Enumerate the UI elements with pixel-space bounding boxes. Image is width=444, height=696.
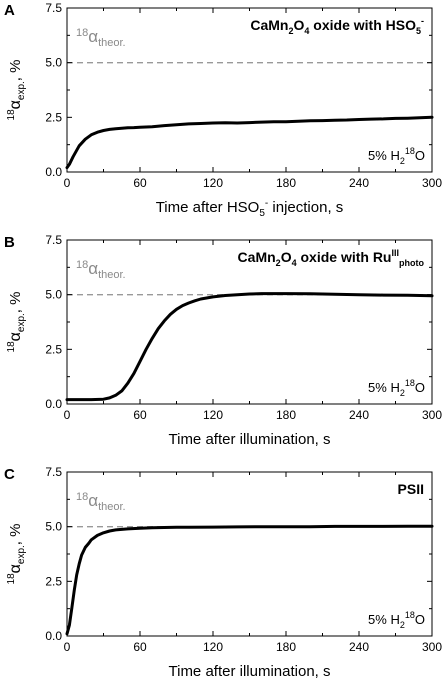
y-tick-label: 0.0 — [45, 165, 62, 179]
y-axis-title: 18αexp., % — [6, 60, 27, 121]
x-tick-label: 0 — [64, 176, 71, 190]
y-axis-title: 18αexp., % — [6, 292, 27, 353]
reference-label: 18αtheor. — [76, 491, 126, 513]
x-tick-label: 300 — [422, 408, 442, 422]
series-line — [65, 524, 434, 636]
annotation-label: 5% H218O — [368, 610, 425, 630]
x-tick-label: 180 — [276, 176, 296, 190]
panel-c: 0 60 120 180 240 300 0.0 2.5 5.0 7.5 C PSII 18αtheor… — [4, 465, 442, 680]
panel-letter: C — [4, 466, 15, 483]
x-tick-label: 0 — [64, 640, 71, 654]
x-tick-label: 120 — [203, 408, 223, 422]
x-axis-title: Time after HSO5- injection, s — [156, 198, 344, 219]
series-line — [65, 115, 434, 170]
y-tick-label: 2.5 — [45, 110, 62, 124]
x-tick-label: 120 — [203, 640, 223, 654]
y-tick-label: 2.5 — [45, 342, 62, 356]
x-tick-label: 0 — [64, 408, 71, 422]
x-tick-label: 120 — [203, 176, 223, 190]
annotation-label: 5% H218O — [368, 378, 425, 398]
x-tick-label: 300 — [422, 176, 442, 190]
x-tick-label: 240 — [349, 176, 369, 190]
x-tick-label: 60 — [133, 176, 147, 190]
y-tick-label: 5.0 — [45, 56, 62, 70]
reference-label: 18αtheor. — [76, 27, 126, 49]
plot-title: CaMn2O4 oxide with RuIIIphoto — [238, 248, 425, 268]
x-axis-title: Time after illumination, s — [169, 663, 331, 680]
x-tick-label: 180 — [276, 408, 296, 422]
y-axis-title: 18αexp., % — [6, 524, 27, 585]
x-tick-label: 300 — [422, 640, 442, 654]
x-tick-label: 240 — [349, 640, 369, 654]
y-tick-label: 0.0 — [45, 629, 62, 643]
panel-letter: A — [4, 2, 15, 19]
annotation-label: 5% H218O — [368, 146, 425, 166]
y-tick-label: 7.5 — [45, 465, 62, 479]
x-axis-title: Time after illumination, s — [169, 431, 331, 448]
series-line — [65, 292, 434, 402]
panel-letter: B — [4, 234, 15, 251]
y-tick-label: 7.5 — [45, 1, 62, 15]
x-tick-label: 60 — [133, 640, 147, 654]
panel-b: 0 60 120 180 240 300 0.0 2.5 5.0 7.5 B CaMn2O4 oxid… — [4, 233, 442, 448]
plot-title: PSII — [398, 481, 424, 497]
y-tick-label: 5.0 — [45, 520, 62, 534]
x-tick-label: 240 — [349, 408, 369, 422]
panel-a: 0 60 120 180 240 300 0.0 2.5 5.0 7.5 A CaMn2O4 oxid… — [4, 1, 442, 219]
y-tick-label: 2.5 — [45, 574, 62, 588]
x-tick-label: 60 — [133, 408, 147, 422]
x-tick-label: 180 — [276, 640, 296, 654]
y-tick-label: 7.5 — [45, 233, 62, 247]
reference-label: 18αtheor. — [76, 259, 126, 281]
y-tick-label: 0.0 — [45, 397, 62, 411]
plot-title: CaMn2O4 oxide with HSO5- — [250, 16, 424, 36]
y-tick-label: 5.0 — [45, 288, 62, 302]
